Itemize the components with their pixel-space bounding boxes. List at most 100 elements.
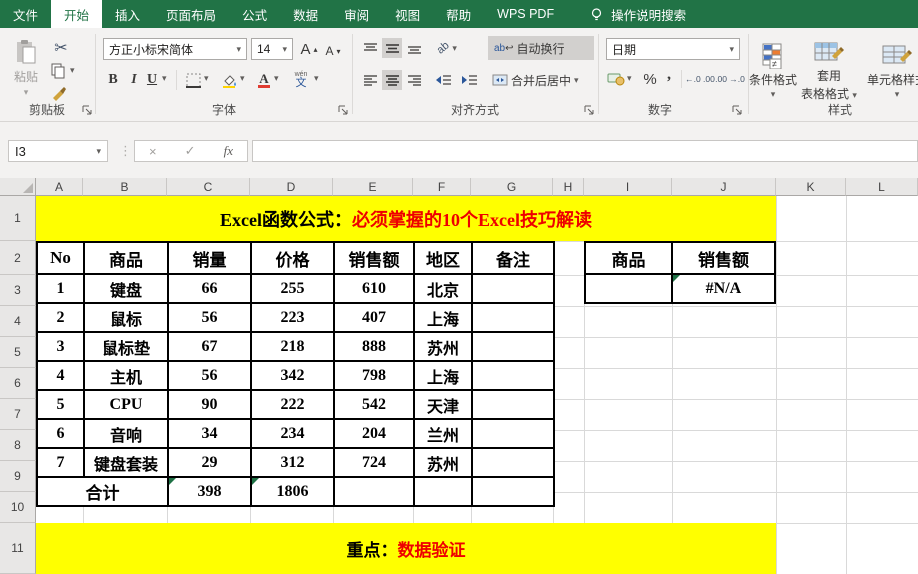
underline-button[interactable]: U [146, 72, 158, 87]
accounting-format-icon[interactable] [606, 70, 626, 88]
decrease-indent-button[interactable] [432, 70, 454, 90]
column-header-J[interactable]: J [672, 178, 776, 196]
table-cell[interactable]: 2 [36, 302, 85, 333]
column-header-I[interactable]: I [584, 178, 672, 196]
font-color-button[interactable]: A [256, 70, 272, 90]
align-right-button[interactable] [404, 70, 424, 90]
header-cell[interactable]: 销量 [167, 241, 252, 275]
table-cell[interactable]: 222 [250, 389, 335, 420]
percent-style-button[interactable]: % [643, 70, 657, 88]
decrease-decimal-button[interactable]: .00 →.0 [715, 74, 745, 84]
orientation-button[interactable]: ab ▾ [434, 39, 457, 57]
increase-indent-button[interactable] [458, 70, 480, 90]
row-header-2[interactable]: 2 [0, 241, 36, 275]
title-banner-cell[interactable]: Excel函数公式： 必须掌握的10个Excel技巧解读 [36, 196, 776, 241]
menu-tab-1[interactable]: 开始 [51, 0, 103, 28]
copy-button[interactable] [48, 62, 68, 80]
merge-center-button[interactable]: 合并后居中 ▾ [488, 68, 600, 92]
comma-style-button[interactable]: , [667, 66, 671, 83]
column-header-D[interactable]: D [250, 178, 333, 196]
menu-tab-2[interactable]: 插入 [115, 8, 141, 23]
format-painter-button[interactable] [48, 84, 70, 102]
cancel-icon[interactable]: × [149, 143, 157, 159]
table-cell[interactable]: 7 [36, 447, 85, 478]
header-cell[interactable]: 备注 [471, 241, 555, 275]
table-cell[interactable]: 1 [36, 273, 85, 304]
table-cell[interactable]: 798 [333, 360, 415, 391]
lookup-product-cell[interactable] [584, 273, 673, 304]
table-cell[interactable] [471, 360, 555, 391]
increase-font-button[interactable]: A ▴ [300, 40, 318, 58]
confirm-icon[interactable]: ✓ [184, 143, 196, 158]
borders-icon[interactable] [184, 72, 202, 88]
table-cell[interactable]: 北京 [413, 273, 473, 304]
table-cell[interactable]: 56 [167, 360, 252, 391]
footer-banner-cell[interactable]: 重点： 数据验证 [36, 523, 776, 574]
table-cell[interactable]: 67 [167, 331, 252, 362]
row-header-1[interactable]: 1 [0, 196, 36, 241]
column-header-E[interactable]: E [333, 178, 413, 196]
formula-bar-resize-handle[interactable]: ⋮ [119, 143, 132, 158]
header-cell[interactable]: 销售额 [670, 241, 777, 275]
table-cell[interactable]: 5 [36, 389, 85, 420]
row-header-9[interactable]: 9 [0, 461, 36, 492]
header-cell[interactable]: 商品 [584, 241, 673, 275]
table-cell[interactable]: 66 [167, 273, 252, 304]
total-label-cell[interactable]: 合计 [36, 476, 169, 507]
column-header-G[interactable]: G [471, 178, 553, 196]
row-header-3[interactable]: 3 [0, 275, 36, 306]
table-cell[interactable] [471, 331, 555, 362]
format-as-table-button[interactable]: 套用 表格格式 ▾ [800, 34, 858, 108]
phonetic-guide-button[interactable]: wén 文 [294, 71, 308, 89]
align-left-button[interactable] [360, 70, 380, 90]
header-cell[interactable]: 销售额 [333, 241, 415, 275]
column-header-B[interactable]: B [83, 178, 167, 196]
menu-tab-4[interactable]: 公式 [242, 8, 268, 23]
align-bottom-button[interactable] [404, 38, 424, 58]
number-format-combo[interactable]: 日期 ▾ [606, 38, 740, 60]
column-header-K[interactable]: K [776, 178, 846, 196]
bold-button[interactable]: B [108, 72, 118, 87]
menu-tab-3[interactable]: 页面布局 [166, 8, 217, 23]
table-cell[interactable]: 键盘套装 [83, 447, 169, 478]
conditional-formatting-button[interactable]: ≠ 条件格式 ▾ [749, 34, 797, 108]
table-cell[interactable]: 上海 [413, 360, 473, 391]
row-header-11[interactable]: 11 [0, 523, 36, 574]
paste-button[interactable]: 粘贴 ▾ [6, 36, 46, 100]
font-family-combo[interactable]: 方正小标宋简体 ▾ [103, 38, 247, 60]
table-cell[interactable]: 上海 [413, 302, 473, 333]
table-cell[interactable]: 6 [36, 418, 85, 449]
table-cell[interactable] [471, 273, 555, 304]
row-header-4[interactable]: 4 [0, 306, 36, 337]
font-color-dropdown[interactable]: ▾ [274, 73, 279, 83]
table-cell[interactable]: 407 [333, 302, 415, 333]
table-cell[interactable]: 29 [167, 447, 252, 478]
formula-input[interactable] [252, 140, 918, 162]
font-size-combo[interactable]: 14 ▾ [251, 38, 293, 60]
fx-icon[interactable]: fx [223, 143, 233, 158]
cut-button[interactable]: ✂ [54, 40, 68, 57]
header-cell[interactable]: No [36, 241, 85, 275]
header-cell[interactable]: 商品 [83, 241, 169, 275]
name-box[interactable]: I3 ▾ [8, 140, 108, 162]
table-cell[interactable]: 主机 [83, 360, 169, 391]
table-cell[interactable] [471, 389, 555, 420]
font-dialog-launcher[interactable] [338, 105, 349, 116]
italic-button[interactable]: I [131, 72, 137, 87]
table-cell[interactable]: 鼠标 [83, 302, 169, 333]
fill-color-dropdown[interactable]: ▾ [240, 73, 245, 83]
number-dialog-launcher[interactable] [732, 105, 743, 116]
table-cell[interactable] [471, 302, 555, 333]
align-middle-button[interactable] [382, 38, 402, 58]
table-cell[interactable]: 兰州 [413, 418, 473, 449]
name-box-dropdown[interactable]: ▾ [96, 145, 101, 156]
table-cell[interactable] [471, 447, 555, 478]
table-cell[interactable]: 56 [167, 302, 252, 333]
table-cell[interactable]: 音响 [83, 418, 169, 449]
fill-color-icon[interactable] [220, 72, 238, 88]
table-cell[interactable]: 204 [333, 418, 415, 449]
borders-dropdown[interactable]: ▾ [204, 73, 209, 83]
column-header-F[interactable]: F [413, 178, 471, 196]
tell-me-search[interactable]: 操作说明搜索 [589, 0, 686, 28]
column-header-A[interactable]: A [36, 178, 83, 196]
